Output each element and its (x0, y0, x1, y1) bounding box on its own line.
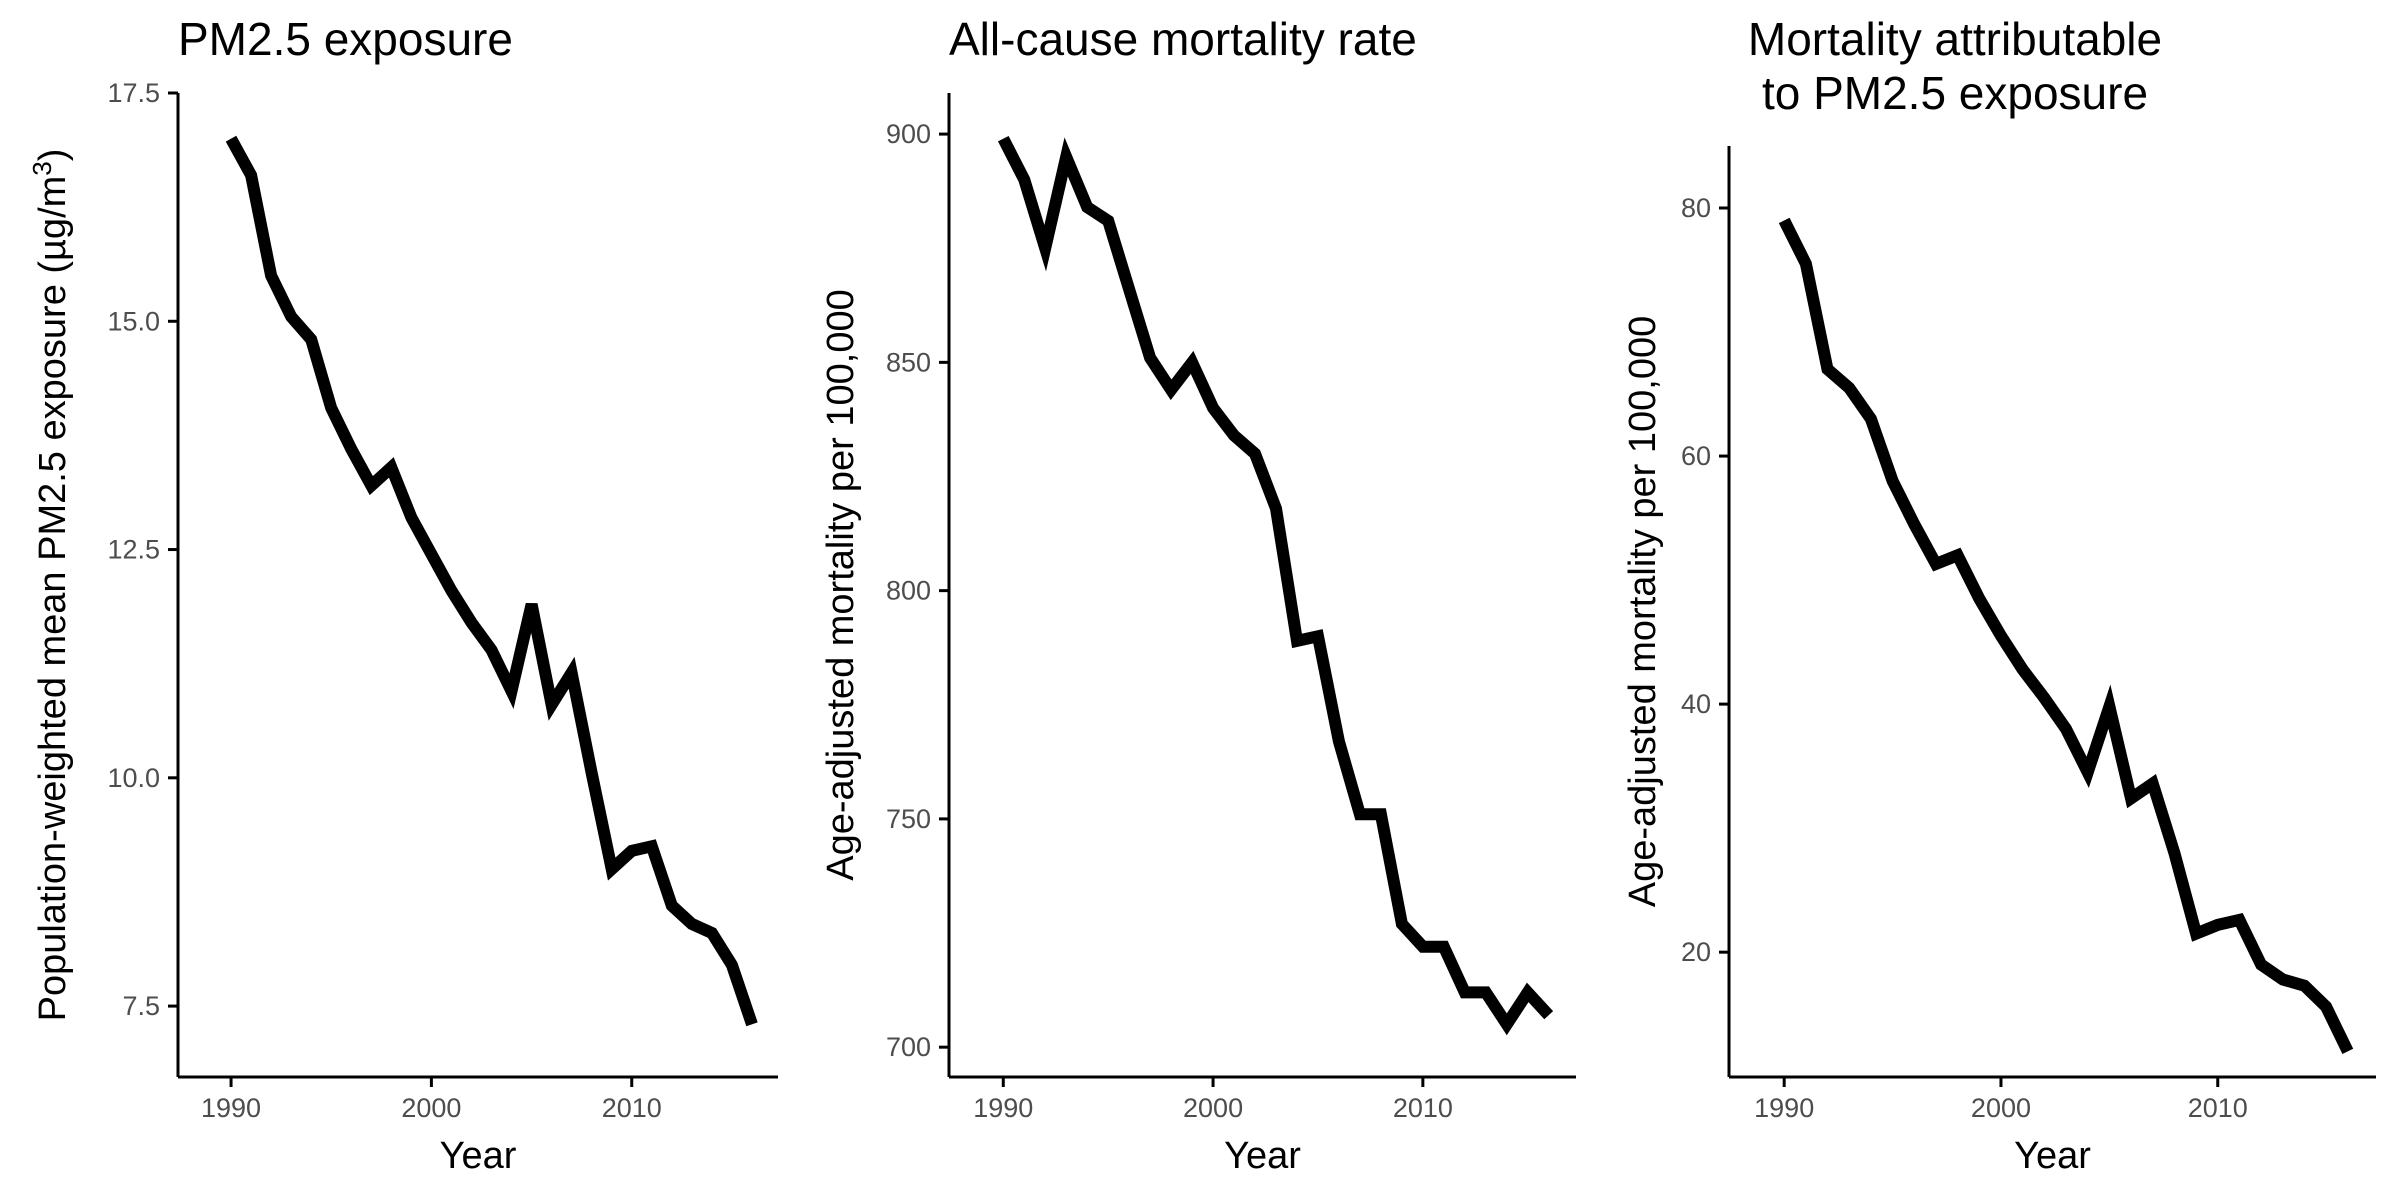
y-tick-label: 15.0 (107, 306, 160, 336)
panel-title-line: PM2.5 exposure (178, 13, 513, 65)
y-tick-label: 800 (886, 576, 931, 606)
x-tick-label: 2000 (401, 1093, 461, 1123)
panel-title: All-cause mortality rate (949, 13, 1417, 65)
y-tick-label: 10.0 (107, 763, 160, 793)
panel-title-line: All-cause mortality rate (949, 13, 1417, 65)
y-tick-label: 12.5 (107, 535, 160, 565)
x-tick-label: 1990 (973, 1093, 1033, 1123)
y-axis-title: Age-adjusted mortality per 100,000 (820, 289, 862, 880)
x-tick-label: 2000 (1971, 1093, 2031, 1123)
y-tick-label: 7.5 (122, 991, 160, 1021)
y-axis-title-text: Population-weighted mean PM2.5 exposure … (32, 176, 74, 1022)
x-tick-label: 1990 (1754, 1093, 1814, 1123)
y-tick-label: 80 (1681, 193, 1711, 223)
series-line (1003, 139, 1548, 1025)
panel-title-line: Mortality attributable (1748, 13, 2162, 65)
x-tick-label: 2010 (2188, 1093, 2248, 1123)
y-tick-label: 900 (886, 119, 931, 149)
panel-title: Mortality attributable to PM2.5 exposure (1748, 13, 2162, 119)
y-axis-title-superscript: 3 (27, 161, 57, 175)
series-line (231, 139, 752, 1025)
panel-title-line: to PM2.5 exposure (1762, 67, 2148, 119)
chart-panel-1: PM2.5 exposure 7.5 10.0 12.5 15.0 17.5 1990 200… (27, 13, 778, 1177)
x-tick-label: 2000 (1183, 1093, 1243, 1123)
x-axis-title: Year (440, 1135, 517, 1177)
y-tick-label: 20 (1681, 937, 1711, 967)
x-axis-title: Year (1224, 1135, 1301, 1177)
y-axis-title: Population-weighted mean PM2.5 exposure … (27, 149, 74, 1022)
chart-panel-3: Mortality attributable to PM2.5 exposure 2… (1622, 13, 2376, 1177)
x-tick-label: 2010 (1393, 1093, 1453, 1123)
y-tick-label: 850 (886, 347, 931, 377)
y-tick-label: 17.5 (107, 78, 160, 108)
y-axis-title-close: ) (32, 149, 74, 162)
y-axis-title: Age-adjusted mortality per 100,000 (1622, 316, 1664, 907)
y-tick-label: 750 (886, 804, 931, 834)
panel-title: PM2.5 exposure (178, 13, 513, 65)
y-tick-label: 40 (1681, 689, 1711, 719)
y-tick-label: 700 (886, 1032, 931, 1062)
series-line (1784, 220, 2348, 1051)
x-tick-label: 1990 (201, 1093, 261, 1123)
y-tick-label: 60 (1681, 441, 1711, 471)
x-axis-title: Year (2014, 1135, 2091, 1177)
chart-panel-2: All-cause mortality rate 700 750 800 850 900 1… (820, 13, 1576, 1177)
x-tick-label: 2010 (602, 1093, 662, 1123)
